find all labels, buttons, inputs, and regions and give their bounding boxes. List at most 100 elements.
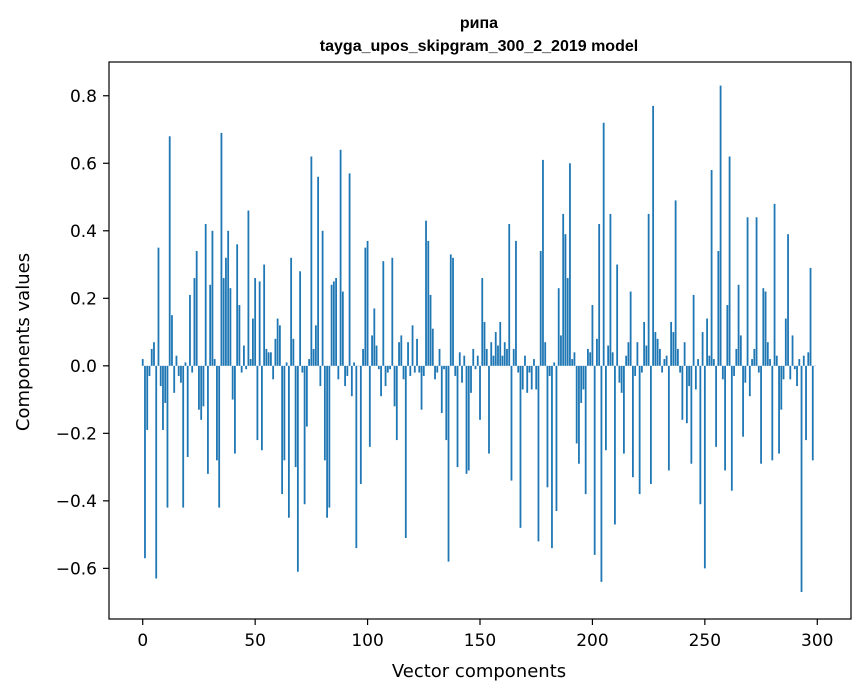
bar-214 bbox=[623, 365, 625, 454]
bar-84 bbox=[330, 284, 333, 366]
bar-202 bbox=[596, 338, 598, 366]
y-tick-label: −0.4 bbox=[56, 492, 97, 512]
bar-290 bbox=[793, 365, 796, 370]
y-tick-label: 0.6 bbox=[70, 154, 97, 174]
bar-225 bbox=[647, 213, 650, 366]
bar-276 bbox=[762, 288, 765, 366]
bar-135 bbox=[445, 365, 448, 441]
bar-100 bbox=[366, 240, 369, 366]
bar-122 bbox=[416, 338, 418, 366]
bar-146 bbox=[470, 365, 472, 393]
bar-255 bbox=[715, 365, 717, 447]
bar-144 bbox=[465, 365, 468, 474]
bar-121 bbox=[413, 365, 416, 373]
bar-120 bbox=[411, 325, 414, 366]
bar-156 bbox=[492, 355, 495, 366]
bar-213 bbox=[620, 365, 623, 393]
bar-252 bbox=[708, 355, 711, 366]
bar-44 bbox=[240, 365, 243, 373]
bar-64 bbox=[285, 362, 288, 366]
bar-15 bbox=[175, 355, 178, 366]
bar-24 bbox=[195, 251, 198, 366]
bar-219 bbox=[634, 365, 637, 376]
bar-161 bbox=[503, 342, 506, 366]
bar-237 bbox=[674, 200, 677, 366]
bar-159 bbox=[499, 321, 502, 366]
bar-50 bbox=[254, 278, 257, 366]
bar-171 bbox=[526, 365, 529, 393]
plot-frame bbox=[108, 61, 852, 620]
bar-239 bbox=[679, 365, 682, 373]
bar-78 bbox=[317, 176, 320, 366]
x-tick-label: 300 bbox=[801, 631, 833, 651]
bar-69 bbox=[296, 365, 299, 572]
bar-52 bbox=[258, 281, 261, 366]
bar-259 bbox=[724, 365, 726, 471]
bar-164 bbox=[510, 365, 513, 481]
bar-88 bbox=[339, 149, 342, 366]
bar-124 bbox=[420, 365, 423, 410]
bar-198 bbox=[587, 348, 589, 366]
bar-287 bbox=[787, 234, 789, 366]
bar-37 bbox=[225, 257, 227, 366]
x-tick-label: 150 bbox=[464, 631, 496, 651]
bar-157 bbox=[494, 332, 497, 366]
bar-209 bbox=[611, 352, 614, 366]
bar-236 bbox=[672, 332, 675, 366]
bar-154 bbox=[488, 365, 490, 454]
bar-53 bbox=[260, 365, 263, 451]
bar-249 bbox=[701, 332, 704, 366]
bar-232 bbox=[663, 359, 666, 366]
bar-242 bbox=[685, 365, 688, 424]
bar-267 bbox=[742, 365, 744, 437]
bar-217 bbox=[629, 291, 632, 366]
bar-38 bbox=[227, 230, 230, 366]
bar-292 bbox=[798, 359, 801, 366]
bar-105 bbox=[377, 365, 380, 370]
bar-138 bbox=[452, 257, 454, 366]
x-axis-ticks: 0 50 100 150 200 250 300 bbox=[137, 619, 833, 651]
bar-180 bbox=[546, 365, 549, 488]
bar-59 bbox=[274, 338, 277, 366]
bar-264 bbox=[735, 348, 738, 366]
bar-152 bbox=[483, 321, 486, 366]
bar-13 bbox=[171, 315, 173, 366]
bar-278 bbox=[766, 342, 769, 366]
bar-76 bbox=[312, 348, 315, 366]
bar-31 bbox=[211, 230, 214, 366]
bar-275 bbox=[760, 365, 762, 464]
bar-211 bbox=[616, 264, 619, 366]
bar-118 bbox=[407, 342, 409, 366]
bar-55 bbox=[265, 348, 268, 366]
bar-207 bbox=[607, 345, 610, 366]
bar-248 bbox=[699, 365, 702, 505]
bar-132 bbox=[438, 348, 441, 366]
bar-74 bbox=[308, 359, 311, 366]
bar-223 bbox=[643, 321, 646, 366]
bar-18 bbox=[182, 365, 185, 508]
bar-35 bbox=[220, 132, 223, 366]
bar-98 bbox=[362, 348, 364, 366]
bar-131 bbox=[436, 365, 439, 373]
bar-160 bbox=[501, 355, 504, 366]
bar-5 bbox=[153, 342, 155, 366]
bar-62 bbox=[281, 365, 284, 495]
bar-224 bbox=[645, 345, 648, 366]
bar-77 bbox=[314, 325, 317, 366]
bar-46 bbox=[245, 365, 248, 370]
bar-130 bbox=[434, 365, 436, 380]
x-tick-label: 0 bbox=[137, 631, 148, 651]
bar-254 bbox=[712, 359, 715, 366]
bar-80 bbox=[321, 230, 324, 366]
bar-210 bbox=[614, 365, 616, 525]
bar-107 bbox=[382, 261, 385, 366]
bar-235 bbox=[670, 321, 673, 366]
bar-111 bbox=[391, 257, 394, 366]
bar-200 bbox=[591, 305, 594, 366]
bar-247 bbox=[697, 359, 700, 366]
bar-109 bbox=[386, 365, 389, 373]
bar-185 bbox=[557, 288, 560, 366]
bar-83 bbox=[328, 365, 331, 508]
bar-27 bbox=[202, 365, 205, 407]
bar-260 bbox=[726, 305, 729, 366]
